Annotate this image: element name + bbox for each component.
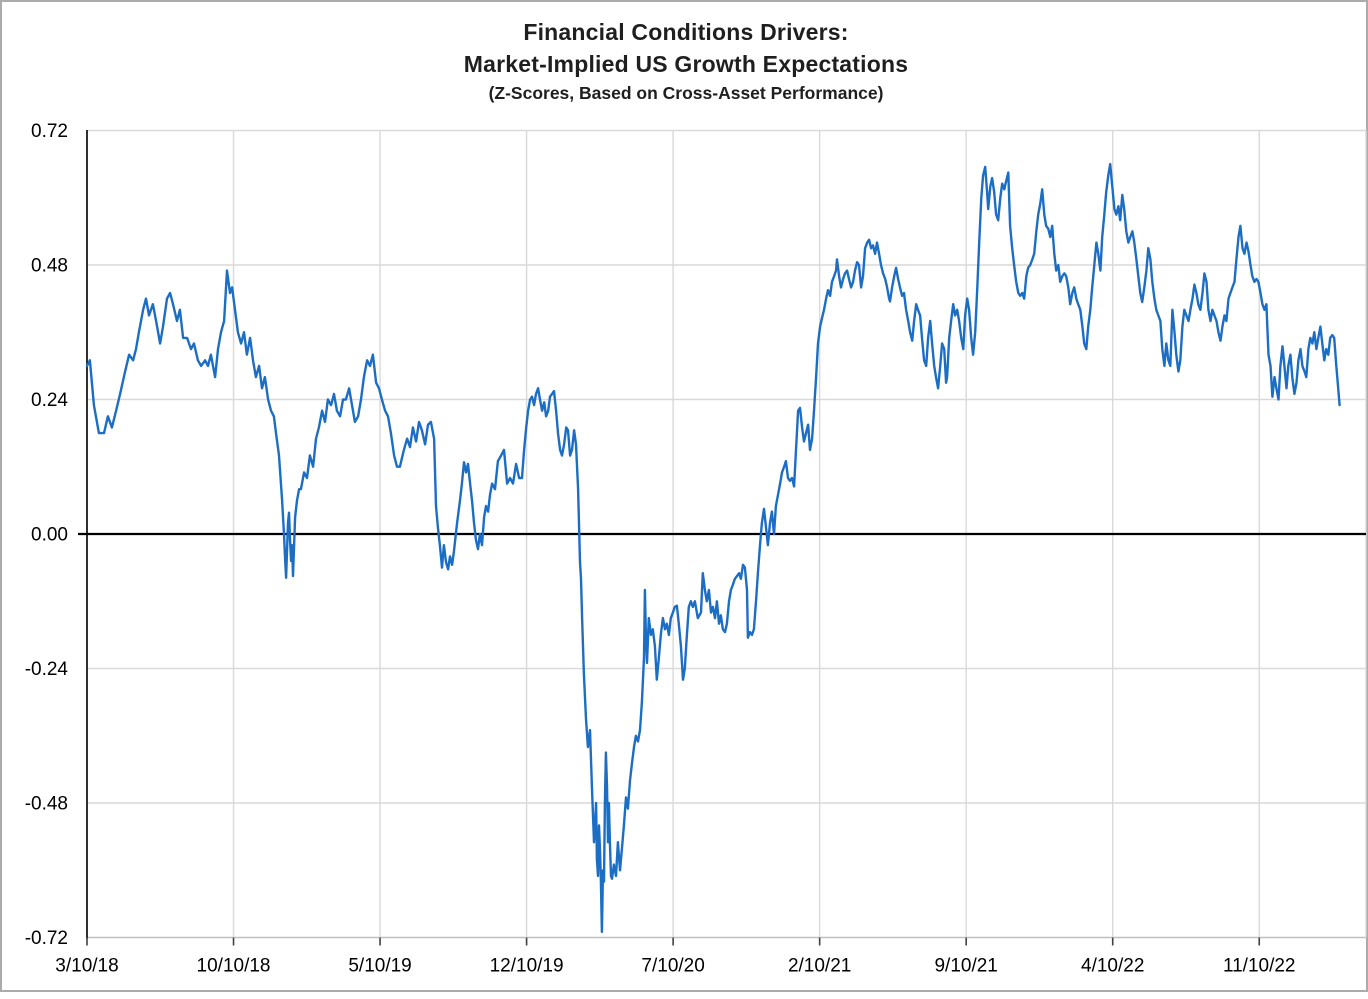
y-tick-label: 0.24 bbox=[31, 390, 68, 411]
x-tick-label: 5/10/19 bbox=[348, 956, 411, 977]
y-tick-label: 0.72 bbox=[31, 121, 68, 142]
x-tick-label: 3/10/18 bbox=[55, 956, 118, 977]
z-score-series-line bbox=[85, 162, 1341, 934]
chart-title-block: Financial Conditions Drivers: Market-Imp… bbox=[2, 16, 1368, 106]
y-tick-label: -0.48 bbox=[25, 794, 68, 815]
x-tick-label: 11/10/22 bbox=[1223, 956, 1296, 977]
x-tick-label: 2/10/21 bbox=[788, 956, 851, 977]
x-tick-label: 7/10/20 bbox=[641, 956, 704, 977]
x-tick-label: 12/10/19 bbox=[490, 956, 564, 977]
y-tick-label: 0.00 bbox=[31, 525, 68, 546]
y-tick-label: -0.72 bbox=[25, 928, 68, 949]
y-tick-label: -0.24 bbox=[25, 659, 69, 680]
chart-title-line2: Market-Implied US Growth Expectations bbox=[463, 51, 909, 77]
chart-subtitle: (Z-Scores, Based on Cross-Asset Performa… bbox=[488, 83, 884, 103]
x-tick-label: 9/10/21 bbox=[934, 956, 997, 977]
x-tick-label: 10/10/18 bbox=[197, 956, 271, 977]
chart-title-line1: Financial Conditions Drivers: bbox=[523, 19, 849, 45]
y-tick-label: 0.48 bbox=[31, 256, 68, 277]
x-tick-label: 4/10/22 bbox=[1081, 956, 1144, 977]
